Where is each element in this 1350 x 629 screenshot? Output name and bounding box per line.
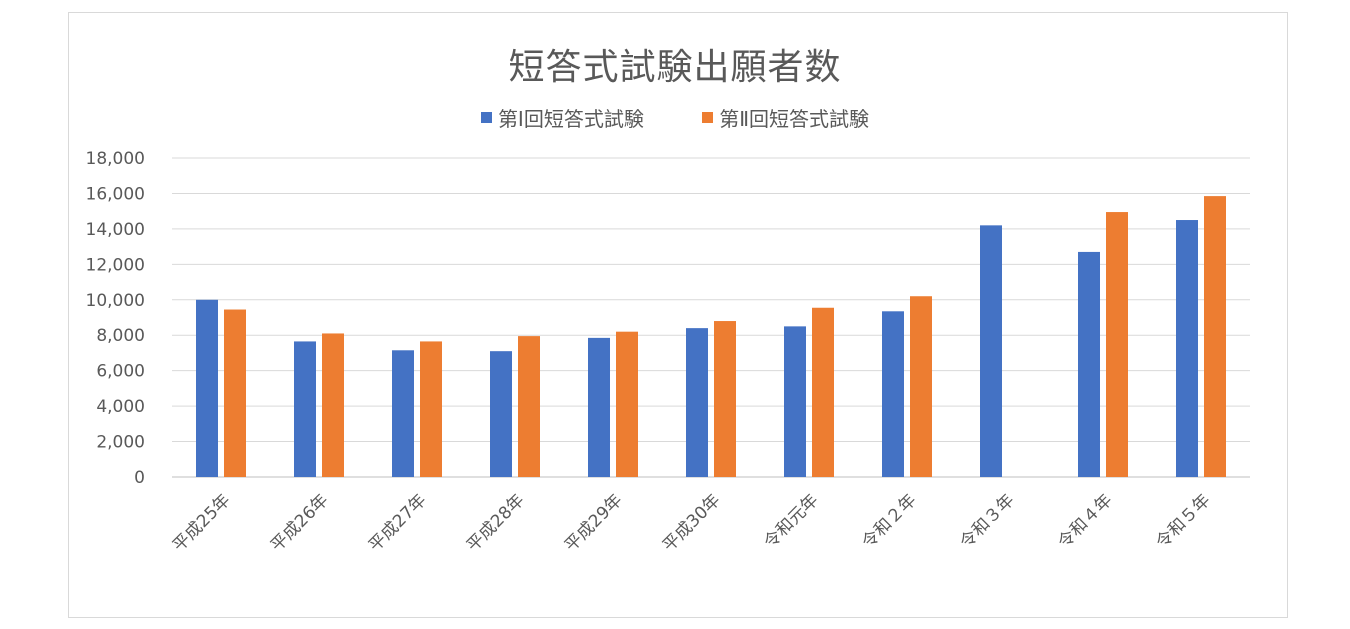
y-tick-label: 2,000: [96, 433, 145, 453]
y-tick-label: 8,000: [96, 326, 145, 346]
y-tick-label: 10,000: [86, 291, 145, 311]
x-tick-label: 令和４年: [1054, 490, 1116, 552]
bar-series-1: [784, 326, 806, 477]
chart-title: 短答式試験出願者数: [508, 47, 842, 88]
bar-series-2: [224, 309, 246, 477]
bar-series-2: [420, 341, 442, 477]
bar-series-1: [294, 341, 316, 477]
x-tick-label: 平成28年: [463, 490, 529, 556]
bar-series-1: [392, 350, 414, 477]
legend-swatch-series-2: [702, 112, 714, 123]
bar-series-1: [882, 311, 904, 477]
bar-series-1: [1176, 220, 1198, 477]
bar-series-2: [910, 296, 932, 477]
bar-series-2: [518, 336, 540, 477]
x-tick-label: 平成26年: [267, 490, 333, 556]
x-tick-label: 令和２年: [858, 490, 920, 552]
bar-series-1: [686, 328, 708, 477]
chart-legend: 第Ⅰ回短答式試験 第Ⅱ回短答式試験: [0, 103, 1350, 132]
bar-series-2: [714, 321, 736, 477]
legend-swatch-series-1: [480, 112, 492, 123]
x-tick-label: 令和５年: [1152, 490, 1214, 552]
y-tick-label: 14,000: [86, 220, 145, 240]
bar-series-1: [1078, 251, 1100, 477]
y-tick-label: 0: [134, 468, 145, 488]
bar-series-1: [196, 299, 218, 477]
legend-item-series-1: 第Ⅰ回短答式試験: [480, 103, 644, 132]
x-tick-label: 令和元年: [760, 490, 822, 552]
bar-series-2: [1106, 212, 1128, 477]
x-tick-label: 令和３年: [956, 490, 1018, 552]
bar-series-2: [322, 333, 344, 477]
legend-label-series-2: 第Ⅱ回短答式試験: [719, 107, 870, 131]
x-tick-label: 平成25年: [169, 490, 235, 556]
x-tick-label: 平成27年: [365, 490, 431, 556]
bar-series-1: [490, 351, 512, 477]
y-tick-label: 6,000: [96, 362, 145, 382]
x-tick-label: 平成29年: [561, 490, 627, 556]
y-tick-label: 12,000: [86, 255, 145, 275]
bar-series-1: [588, 337, 610, 477]
bar-series-2: [1204, 196, 1226, 477]
bar-series-2: [616, 331, 638, 477]
x-tick-label: 平成30年: [659, 490, 725, 556]
bar-series-1: [980, 225, 1002, 477]
legend-item-series-2: 第Ⅱ回短答式試験: [702, 103, 869, 132]
bar-series-2: [812, 307, 834, 477]
legend-label-series-1: 第Ⅰ回短答式試験: [497, 107, 644, 131]
y-tick-label: 4,000: [96, 397, 145, 417]
y-tick-label: 18,000: [86, 149, 145, 169]
y-tick-label: 16,000: [86, 184, 145, 204]
